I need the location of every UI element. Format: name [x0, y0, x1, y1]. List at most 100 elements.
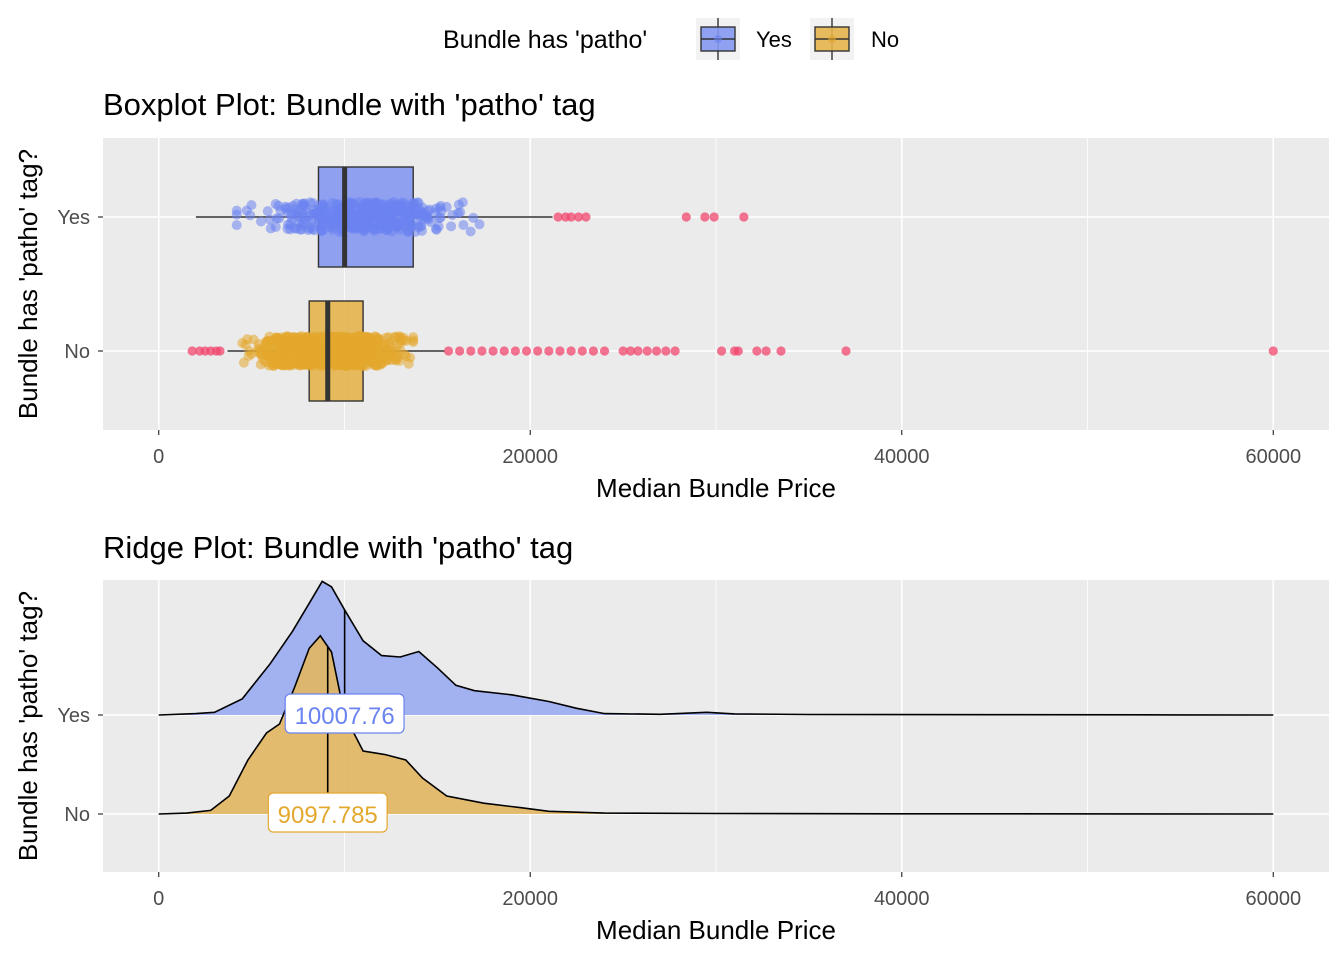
outlier-point: [670, 346, 680, 356]
outlier-point: [651, 346, 662, 356]
outlier-point: [625, 346, 636, 356]
panel-2: Ridge Plot: Bundle with 'patho' tag 0 2000…: [13, 530, 1329, 945]
jitter-point: [264, 214, 275, 225]
outlier-point: [661, 346, 671, 356]
jitter-point: [405, 219, 416, 230]
jitter-point: [314, 341, 325, 352]
jitter-point: [255, 216, 266, 227]
jitter-point: [455, 207, 466, 218]
outlier-point: [633, 346, 643, 356]
jitter-point: [291, 198, 302, 209]
x-tick-label: 0: [153, 888, 164, 910]
plot-title: Boxplot Plot: Bundle with 'patho' tag: [103, 87, 596, 122]
x-tick-label: 60000: [1245, 446, 1301, 468]
jitter-point: [280, 203, 291, 214]
outlier-point: [521, 346, 532, 356]
jitter-point: [366, 212, 377, 223]
jitter-point: [446, 221, 457, 232]
jitter-point: [298, 211, 309, 222]
outlier-point: [599, 346, 610, 356]
jitter-point: [319, 218, 330, 229]
jitter-point: [286, 210, 297, 221]
jitter-point: [289, 359, 300, 370]
jitter-points: [231, 197, 485, 237]
jitter-point: [262, 336, 273, 347]
jitter-point: [316, 226, 327, 237]
outlier-point: [555, 346, 565, 356]
jitter-point: [238, 357, 249, 368]
jitter-point: [231, 220, 242, 231]
median-label-no: 9097.785: [267, 792, 388, 833]
jitter-point: [468, 212, 479, 223]
outlier-point: [642, 346, 652, 356]
jitter-point: [369, 350, 380, 361]
outlier-point: [187, 346, 197, 356]
jitter-point: [268, 344, 279, 355]
jitter-point: [355, 357, 366, 368]
median-label-box: [284, 693, 405, 734]
x-tick-label: 60000: [1245, 888, 1301, 910]
outlier-point: [739, 212, 749, 222]
jitter-point: [245, 210, 256, 221]
jitter-point: [417, 210, 428, 221]
legend-title: Bundle has 'patho': [443, 26, 647, 54]
outlier-point: [681, 212, 691, 222]
median-label-yes: 10007.76: [284, 693, 405, 734]
jitter-point: [392, 339, 403, 350]
jitter-point: [308, 208, 319, 219]
outlier-point: [581, 212, 591, 222]
outlier-point: [466, 346, 476, 356]
jitter-point: [321, 205, 332, 216]
jitter-point: [231, 205, 242, 216]
jitter-point: [412, 197, 423, 208]
legend-key-no: [810, 18, 854, 60]
median-label-text: 10007.76: [295, 703, 395, 730]
x-tick-label: 20000: [502, 888, 558, 910]
outliers: [187, 346, 1278, 356]
median-label-box: [267, 792, 388, 833]
outlier-point: [776, 346, 786, 356]
outlier-point: [533, 346, 543, 356]
outlier-point: [733, 346, 743, 356]
jitter-point: [392, 218, 403, 229]
outlier-point: [477, 346, 487, 356]
outlier-point: [566, 346, 576, 356]
jitter-point: [349, 350, 360, 361]
jitter-point: [403, 358, 414, 369]
y-tick-label-yes: Yes: [57, 207, 90, 229]
outlier-point: [1268, 346, 1278, 356]
median-label-text: 9097.785: [278, 802, 378, 829]
outlier-point: [588, 346, 599, 356]
jitter-point: [244, 345, 255, 356]
jitter-point: [371, 197, 382, 208]
jitter-point: [374, 334, 385, 345]
outlier-point: [577, 346, 587, 356]
x-axis-title: Median Bundle Price: [596, 915, 836, 945]
jitter-point: [259, 344, 270, 355]
outlier-point: [618, 346, 628, 356]
outlier-point: [499, 346, 509, 356]
jitter-point: [377, 205, 388, 216]
jitter-point: [344, 221, 355, 232]
outlier-point: [443, 346, 454, 356]
jitter-point: [373, 220, 384, 231]
x-tick-label: 40000: [874, 888, 930, 910]
x-tick-label: 20000: [502, 446, 558, 468]
outlier-point: [510, 346, 520, 356]
outlier-point: [488, 346, 498, 356]
ridge-area: [158, 581, 1274, 715]
jitter-point: [391, 202, 402, 213]
outlier-point: [573, 212, 584, 222]
outliers: [553, 212, 749, 222]
box-series-no: [187, 300, 1278, 402]
jitter-point: [299, 200, 310, 211]
outlier-point: [752, 346, 762, 356]
legend-key-point: [714, 35, 722, 43]
jitter-point: [433, 221, 444, 232]
jitter-point: [408, 335, 419, 346]
jitter-point: [262, 206, 273, 217]
jitter-point: [248, 334, 259, 345]
legend: Bundle has 'patho' Yes No: [443, 18, 899, 60]
